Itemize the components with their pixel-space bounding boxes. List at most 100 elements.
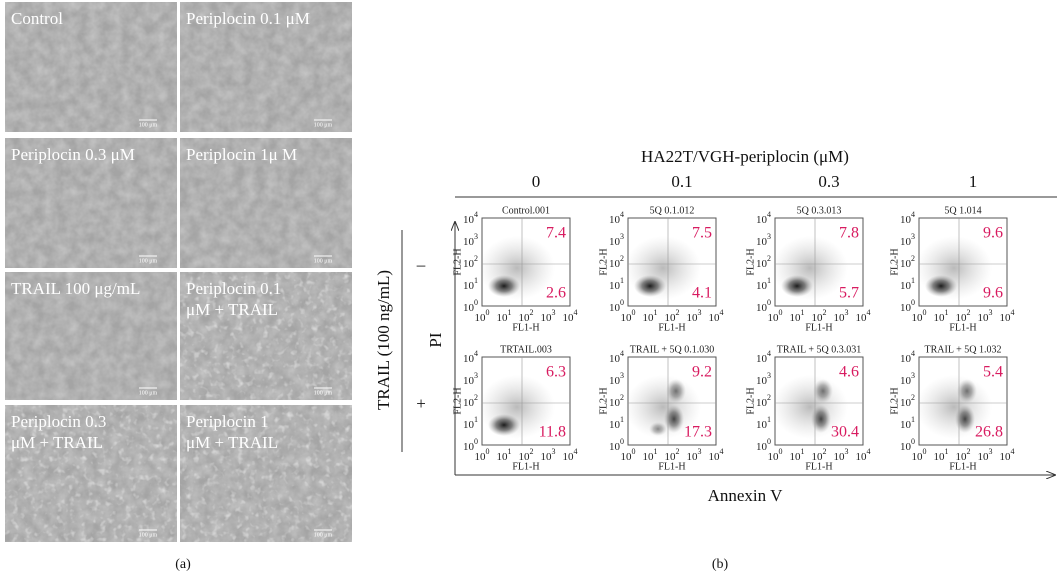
y-tick-label: 102 <box>609 254 624 270</box>
x-tick-label: 103 <box>834 308 849 324</box>
y-tick-label: 104 <box>900 349 915 365</box>
x-tick-label: 100 <box>912 447 927 463</box>
tick-exponent: 1 <box>474 415 478 424</box>
panel-title: HA22T/VGH-periplocin (μM) <box>641 147 849 166</box>
y-axis-label: PI <box>426 332 445 347</box>
tick-base: 10 <box>900 280 912 292</box>
x-tick-label: 100 <box>475 308 490 324</box>
tick-base: 10 <box>643 451 655 463</box>
tick-base: 10 <box>687 312 699 324</box>
tick-exponent: 0 <box>767 437 771 446</box>
tick-exponent: 3 <box>989 308 993 317</box>
tick-exponent: 4 <box>1011 447 1015 456</box>
scatter-cloud <box>664 405 684 433</box>
tick-base: 10 <box>1000 312 1012 324</box>
y-tick-label: 103 <box>463 371 478 387</box>
x-tick-label: 100 <box>621 308 636 324</box>
tick-exponent: 3 <box>474 371 478 380</box>
tick-base: 10 <box>463 302 475 314</box>
x-tick-label: 102 <box>812 447 827 463</box>
x-tick-label: 104 <box>856 308 871 324</box>
x-tick-label: 102 <box>519 308 534 324</box>
tick-exponent: 3 <box>767 371 771 380</box>
quadrant-percent: 6.3 <box>546 364 566 381</box>
tick-exponent: 3 <box>989 447 993 456</box>
y-tick-label: 101 <box>609 276 624 292</box>
tick-exponent: 4 <box>474 210 478 219</box>
tick-exponent: 3 <box>552 447 556 456</box>
y-tick-label: 101 <box>900 276 915 292</box>
column-header: 1 <box>969 172 978 191</box>
tick-base: 10 <box>463 214 475 226</box>
plot-x-label: FL1-H <box>805 461 832 472</box>
tick-base: 10 <box>609 236 621 248</box>
x-tick-label: 100 <box>912 308 927 324</box>
quadrant-percent: 7.8 <box>839 225 859 242</box>
tick-exponent: 2 <box>474 254 478 263</box>
tick-base: 10 <box>756 236 768 248</box>
x-tick-label: 102 <box>956 308 971 324</box>
y-tick-label: 103 <box>463 232 478 248</box>
tick-exponent: 2 <box>620 254 624 263</box>
tick-exponent: 4 <box>720 447 724 456</box>
tick-base: 10 <box>463 353 475 365</box>
image-label: μM + TRAIL <box>186 433 278 452</box>
tick-exponent: 1 <box>801 447 805 456</box>
tick-base: 10 <box>563 451 575 463</box>
x-tick-label: 101 <box>643 447 658 463</box>
tick-base: 10 <box>643 312 655 324</box>
tick-exponent: 4 <box>911 349 915 358</box>
tick-exponent: 0 <box>486 447 490 456</box>
tick-base: 10 <box>912 451 924 463</box>
quadrant-percent: 4.6 <box>839 364 859 381</box>
y-tick-label: 103 <box>609 371 624 387</box>
x-tick-label: 100 <box>768 447 783 463</box>
scale-bar-label: 100 μm <box>314 122 333 128</box>
tick-base: 10 <box>609 397 621 409</box>
tick-base: 10 <box>687 451 699 463</box>
figure: (a) (b) HA22T/VGH-periplocin (μM) TRAIL … <box>0 0 1063 578</box>
tick-exponent: 0 <box>923 308 927 317</box>
tick-exponent: 0 <box>911 437 915 446</box>
image-label: Periplocin 1μ M <box>186 145 297 164</box>
plot-title: TRAIL + 5Q 1.032 <box>925 344 1002 355</box>
y-tick-label: 104 <box>609 349 624 365</box>
y-tick-label: 101 <box>463 276 478 292</box>
row-header: – <box>416 255 426 274</box>
tick-exponent: 3 <box>845 308 849 317</box>
tick-exponent: 0 <box>632 447 636 456</box>
tick-exponent: 1 <box>620 415 624 424</box>
tick-exponent: 4 <box>767 349 771 358</box>
tick-exponent: 1 <box>911 276 915 285</box>
scatter-cloud <box>811 405 831 433</box>
tick-exponent: 4 <box>620 210 624 219</box>
y-tick-label: 104 <box>463 349 478 365</box>
plot-y-label: FL2-H <box>889 248 900 275</box>
scatter-cloud <box>634 275 666 297</box>
tick-exponent: 3 <box>911 371 915 380</box>
tick-base: 10 <box>541 312 553 324</box>
y-tick-label: 101 <box>463 415 478 431</box>
scatter-cloud <box>488 275 520 297</box>
scale-bar-label: 100 μm <box>314 532 333 538</box>
tick-exponent: 1 <box>945 447 949 456</box>
x-tick-label: 104 <box>856 447 871 463</box>
tick-base: 10 <box>463 280 475 292</box>
tick-base: 10 <box>900 214 912 226</box>
y-tick-label: 104 <box>463 210 478 226</box>
tick-base: 10 <box>978 451 990 463</box>
tick-exponent: 1 <box>508 308 512 317</box>
plot-title: TRAIL + 5Q 0.1.030 <box>630 344 714 355</box>
tick-base: 10 <box>756 214 768 226</box>
tick-exponent: 4 <box>767 210 771 219</box>
x-tick-label: 102 <box>956 447 971 463</box>
x-tick-label: 103 <box>978 308 993 324</box>
tick-exponent: 0 <box>779 447 783 456</box>
scatter-cloud <box>488 414 520 436</box>
tick-base: 10 <box>756 397 768 409</box>
tick-exponent: 0 <box>620 437 624 446</box>
scale-bar-label: 100 μm <box>139 390 158 396</box>
plot-title: 5Q 0.1.012 <box>650 205 695 216</box>
tick-base: 10 <box>497 312 509 324</box>
tick-base: 10 <box>541 451 553 463</box>
